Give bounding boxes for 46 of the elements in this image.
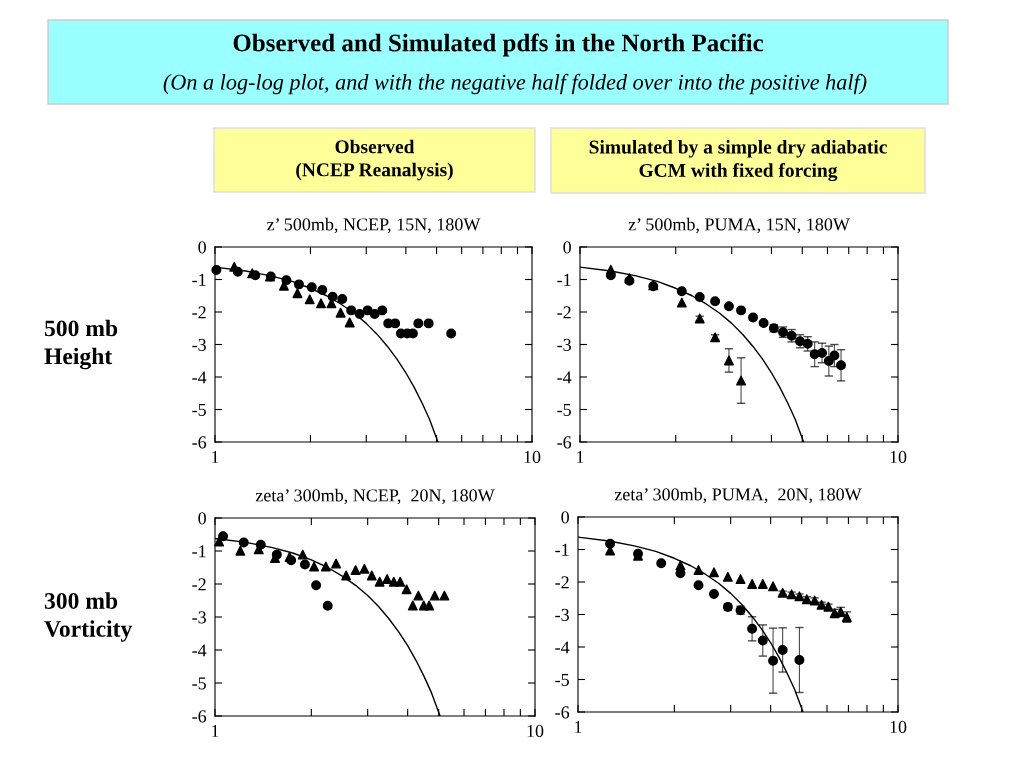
y-tick-label: -1	[557, 273, 571, 286]
y-tick-label: 0	[561, 511, 569, 524]
y-tick-label: -4	[555, 641, 570, 654]
y-tick-label: -2	[192, 306, 206, 319]
chart-title: zeta’ 300mb, NCEP, 20N, 180W	[255, 488, 495, 505]
x-tick-label: 1	[212, 450, 219, 463]
text: Observed (NCEP Reanalysis)	[296, 139, 453, 181]
y-tick-label: -4	[192, 371, 207, 384]
y-tick-label: -3	[192, 611, 206, 624]
x-tick-label: 1	[212, 724, 219, 737]
y-tick-label: -2	[555, 576, 569, 589]
y-tick-label: -1	[555, 543, 569, 556]
y-tick-label: -6	[192, 436, 207, 449]
y-tick-label: -2	[192, 578, 206, 591]
y-tick-label: -3	[555, 608, 569, 621]
text: 300 mb Vorticity	[44, 592, 133, 642]
y-tick-label: -6	[192, 710, 207, 723]
text: (On a log-log plot, and with the negative half folded over into the positive half)	[163, 73, 867, 95]
y-tick-label: -3	[192, 338, 206, 351]
x-tick-label: 10	[890, 450, 907, 464]
chart-title: zeta’ 300mb, PUMA, 20N, 180W	[614, 487, 862, 504]
x-tick-label: 1	[575, 720, 582, 733]
y-tick-label: -5	[192, 677, 206, 690]
y-tick-label: -1	[192, 273, 206, 286]
text: 500 mb Height	[44, 319, 118, 370]
text: Simulated by a simple dry adiabatic GCM with fixed forcing	[589, 139, 887, 182]
y-tick-label: -6	[557, 436, 572, 449]
x-tick-label: 10	[527, 724, 544, 738]
x-tick-label: 10	[524, 450, 541, 464]
y-tick-label: -3	[557, 338, 571, 351]
y-tick-label: -6	[555, 706, 570, 719]
y-tick-label: -5	[557, 403, 571, 416]
y-tick-label: -4	[192, 644, 207, 657]
y-tick-label: -2	[557, 306, 571, 319]
y-tick-label: -5	[192, 403, 206, 416]
y-tick-label: -4	[557, 371, 572, 384]
y-tick-label: 0	[198, 512, 206, 525]
y-tick-label: -1	[192, 545, 206, 558]
y-tick-label: -5	[555, 673, 569, 686]
y-tick-label: 0	[198, 241, 206, 254]
chart-title: z’ 500mb, NCEP, 15N, 180W	[267, 217, 481, 234]
x-tick-label: 1	[577, 450, 584, 463]
text: Observed and Simulated pdfs in the North Pacific	[233, 33, 764, 57]
y-tick-label: 0	[563, 241, 571, 254]
chart-title: z’ 500mb, PUMA, 15N, 180W	[628, 217, 850, 234]
x-tick-label: 10	[890, 720, 907, 734]
